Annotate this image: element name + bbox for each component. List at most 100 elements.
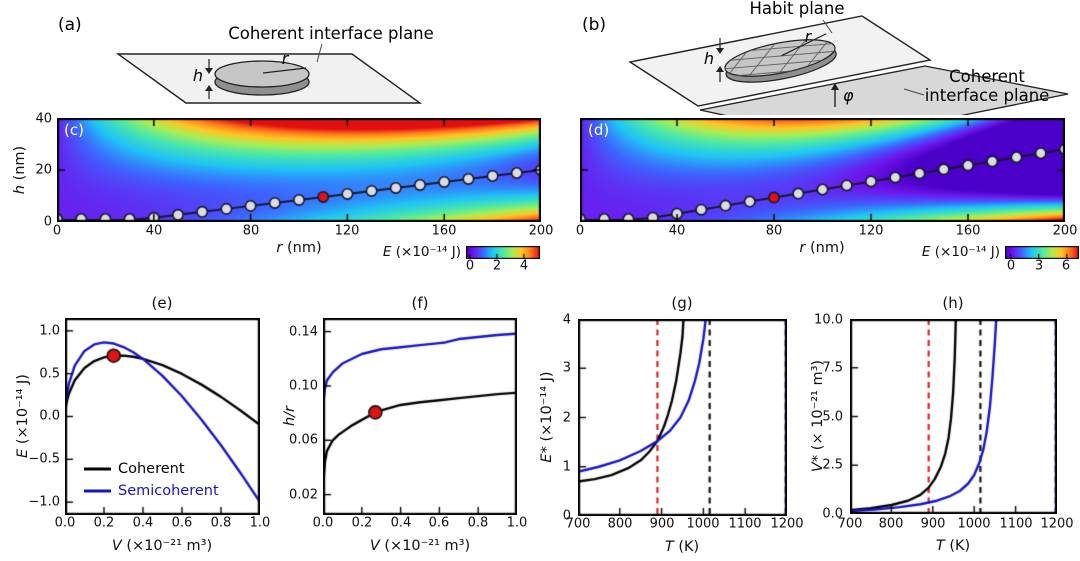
panel-c-x-axis-label: r (nm) bbox=[276, 240, 321, 256]
panel-c-ylabel-units: (nm) bbox=[12, 145, 28, 186]
panel-c-xlabel-symbol: r bbox=[276, 240, 283, 256]
panel-h-x-axis-label: T (K) bbox=[936, 538, 970, 554]
panel-g-ytick: 3 bbox=[562, 360, 571, 376]
panel-c-cbar-tick: 0 bbox=[465, 258, 475, 274]
panel-c-cbar-symbol: E bbox=[382, 244, 392, 260]
panel-g-ytick: 4 bbox=[562, 312, 571, 328]
panel-g-title: (g) bbox=[671, 294, 693, 312]
panel-c-cbar-tick: 4 bbox=[519, 258, 529, 274]
panel-g-ytick: 0 bbox=[562, 508, 571, 524]
panel-d-xtick: 40 bbox=[668, 223, 686, 239]
panel-h-ytick: 7.5 bbox=[822, 360, 843, 376]
panel-f-ytick: 0.02 bbox=[289, 487, 318, 503]
coherent-label-line2-b: interface plane bbox=[925, 86, 1050, 105]
panel-d-xlabel-units: (nm) bbox=[805, 240, 845, 256]
disk-top-a bbox=[214, 60, 310, 88]
legend-label-coherent: Coherent bbox=[118, 461, 185, 477]
panel-f-ytick: 0.10 bbox=[289, 378, 318, 394]
panel-h-xtick: 900 bbox=[920, 516, 946, 532]
panel-f-xlabel-units: (×10⁻²¹ m³) bbox=[379, 538, 471, 554]
panel-c-xtick: 120 bbox=[334, 223, 360, 239]
panel-h-xtick: 1000 bbox=[957, 516, 991, 532]
panel-c-xtick: 80 bbox=[242, 223, 260, 239]
coherent-plane-label-a: Coherent interface plane bbox=[228, 24, 434, 43]
panel-g-xtick: 800 bbox=[607, 516, 633, 532]
panel-h-ytick: 2.5 bbox=[822, 457, 843, 473]
panel-h-xtick: 1200 bbox=[1040, 516, 1074, 532]
panel-e-xtick: 0.8 bbox=[210, 515, 232, 531]
panel-b-label: (b) bbox=[582, 15, 606, 35]
panel-d-xtick: 120 bbox=[858, 223, 884, 239]
coherent-plane-b bbox=[699, 65, 1069, 115]
panel-c-ytick: 20 bbox=[35, 162, 52, 178]
panel-d-xtick: 80 bbox=[765, 223, 783, 239]
panel-h-ytick: 0.0 bbox=[822, 506, 843, 522]
panel-g-xlabel-symbol: T bbox=[664, 539, 674, 555]
panel-f-ytick: 0.06 bbox=[289, 432, 318, 448]
h-arrowhead-bottom-a bbox=[205, 85, 213, 91]
panel-f-ytick: 0.14 bbox=[289, 324, 318, 340]
panel-c-corner-label: (c) bbox=[64, 121, 84, 139]
legend-swatch-coherent bbox=[84, 467, 111, 471]
phi-label-b: φ bbox=[843, 86, 854, 105]
panel-e-ytick: −1.0 bbox=[28, 494, 60, 510]
panel-d-corner-label: (d) bbox=[588, 121, 610, 139]
habit-plane-label-b: Habit plane bbox=[749, 0, 844, 18]
panel-h-xtick: 800 bbox=[878, 516, 904, 532]
panel-e-xlabel-units: (×10⁻²¹ m³) bbox=[121, 538, 213, 554]
panel-d-xtick: 160 bbox=[955, 223, 981, 239]
panel-c-xtick: 40 bbox=[145, 223, 163, 239]
panel-h-ytick: 10.0 bbox=[814, 312, 843, 328]
h-label-a: h bbox=[193, 66, 203, 85]
panel-g-xtick: 1200 bbox=[770, 516, 804, 532]
panel-a-label: (a) bbox=[58, 15, 82, 35]
panel-d-cbar-symbol: E bbox=[921, 244, 931, 260]
panel-f-xtick: 0.6 bbox=[428, 515, 450, 531]
panel-c-xtick: 160 bbox=[431, 223, 457, 239]
panel-h-plot-canvas bbox=[850, 319, 1057, 514]
legend-swatch-semicoherent bbox=[84, 489, 111, 493]
panel-d-heatmap-canvas bbox=[580, 118, 1065, 222]
panel-e-xtick: 0.2 bbox=[93, 515, 115, 531]
legend-label-semicoherent: Semicoherent bbox=[118, 483, 219, 499]
panel-e-y-axis-label: E (×10⁻¹⁴ J) bbox=[15, 374, 31, 458]
panel-g-xlabel-units: (K) bbox=[673, 539, 700, 555]
panel-g-ytick: 2 bbox=[562, 410, 571, 426]
panel-g-ylabel-units: (×10⁻¹⁴ J) bbox=[539, 371, 555, 447]
panel-d-cbar-tick: 6 bbox=[1061, 258, 1071, 274]
panel-f-xtick: 0.8 bbox=[467, 515, 489, 531]
panel-h-xlabel-symbol: T bbox=[935, 538, 945, 554]
panel-c-xtick: 200 bbox=[528, 223, 554, 239]
panel-e-ytick: −0.5 bbox=[28, 451, 60, 467]
panel-d-colorbar bbox=[1005, 246, 1079, 259]
panel-d-cbar-units: (×10⁻¹⁴ J) bbox=[930, 244, 1000, 260]
panel-d-colorbar-label: E (×10⁻¹⁴ J) bbox=[922, 244, 1000, 260]
panel-d-xtick: 200 bbox=[1052, 223, 1078, 239]
panel-h-ytick: 5.0 bbox=[822, 409, 843, 425]
h-arrowhead-top-b bbox=[716, 48, 724, 54]
panel-e-ytick: 1.0 bbox=[39, 323, 60, 339]
panel-c-colorbar bbox=[466, 246, 540, 259]
panel-e-title: (e) bbox=[151, 294, 173, 312]
panel-g-x-axis-label: T (K) bbox=[665, 539, 699, 555]
radius-label-a: r bbox=[282, 49, 290, 68]
radius-line-a bbox=[262, 67, 307, 74]
panel-f-xtick: 0.0 bbox=[312, 515, 334, 531]
panel-g-xtick: 1100 bbox=[728, 516, 762, 532]
panel-h-title: (h) bbox=[942, 294, 964, 312]
habit-label-leader-b bbox=[822, 19, 833, 34]
panel-e-xtick: 1.0 bbox=[249, 515, 271, 531]
panel-f-xlabel-symbol: V bbox=[369, 538, 380, 554]
panel-e-x-axis-label: V (×10⁻²¹ m³) bbox=[112, 538, 212, 554]
panel-d-xlabel-symbol: r bbox=[799, 240, 806, 256]
panel-f-y-axis-label: h/r bbox=[282, 406, 298, 426]
radius-label-b: r bbox=[805, 27, 813, 46]
radius-line-b bbox=[781, 33, 827, 57]
panel-c-xlabel-units: (nm) bbox=[282, 240, 322, 256]
panel-c-cbar-units: (×10⁻¹⁴ J) bbox=[391, 244, 461, 260]
h-arrowhead-top-a bbox=[205, 68, 213, 74]
panel-c-ytick: 0 bbox=[43, 214, 52, 230]
panel-g-y-axis-label: E* (×10⁻¹⁴ J) bbox=[539, 371, 555, 462]
panel-e-xtick: 0.4 bbox=[132, 515, 154, 531]
panel-f-xtick: 0.4 bbox=[390, 515, 412, 531]
